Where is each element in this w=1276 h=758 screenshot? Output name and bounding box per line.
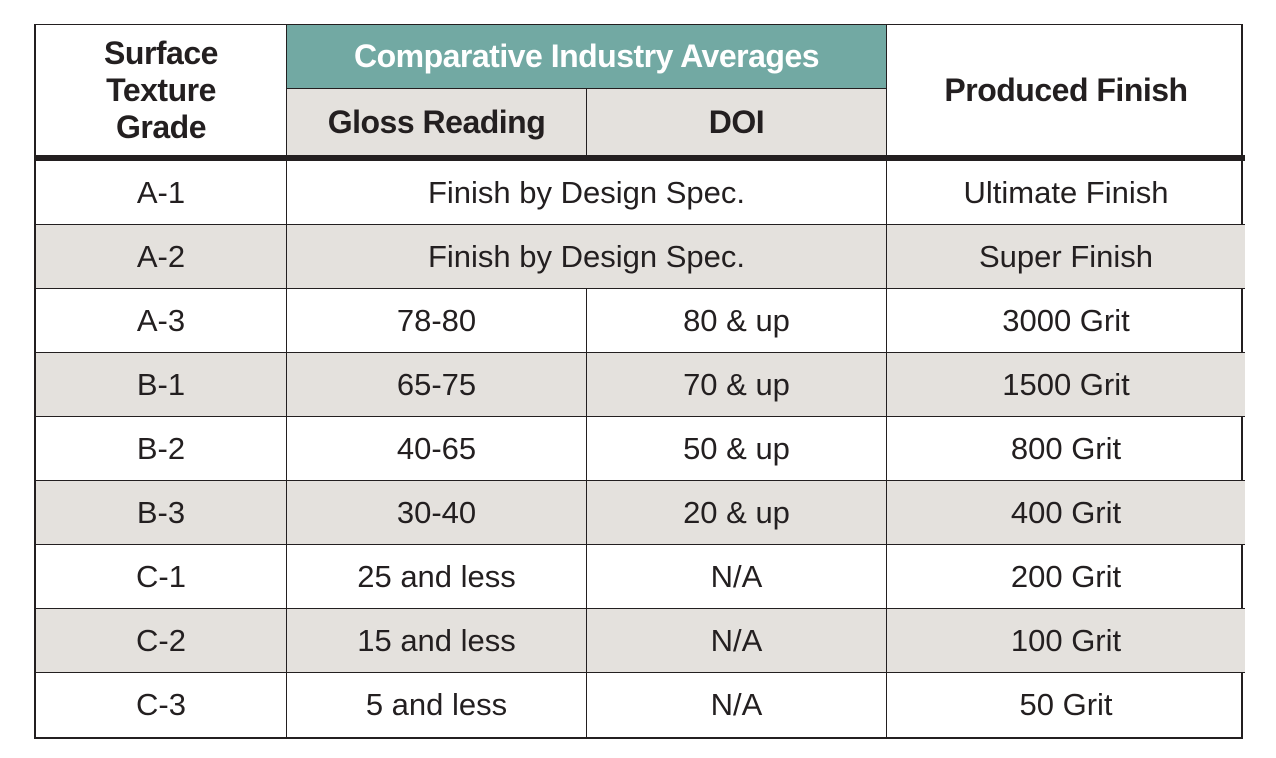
table-row-grade: B-2 xyxy=(36,417,287,481)
table-row-doi: 80 & up xyxy=(587,289,887,353)
table-row-finish: 50 Grit xyxy=(1019,687,1113,722)
table-row-grade: A-2 xyxy=(36,225,287,289)
table-row-grade: B-1 xyxy=(36,353,287,417)
table-row-spec: Finish by Design Spec. xyxy=(287,161,887,225)
header-doi: DOI xyxy=(587,89,887,161)
table-row-gloss: 15 and less xyxy=(287,609,587,673)
header-finish: Produced Finish xyxy=(887,25,1245,161)
surface-texture-table: Surface Texture Grade Comparative Indust… xyxy=(34,24,1245,739)
table-row-grade: C-3 xyxy=(36,673,287,737)
table-row-grade: A-1 xyxy=(36,161,287,225)
table-row-doi: N/A xyxy=(587,545,887,609)
table-row-grade: A-3 xyxy=(36,289,287,353)
table-row-gloss: 65-75 xyxy=(287,353,587,417)
table-row-finish: 1500 Grit xyxy=(887,353,1245,417)
header-gloss: Gloss Reading xyxy=(287,89,587,161)
table-row-spec: Finish by Design Spec. xyxy=(287,225,887,289)
table-row-finish: Ultimate Finish xyxy=(887,161,1245,225)
table-row-finish: 400 Grit xyxy=(887,481,1245,545)
table-row-gloss: 78-80 xyxy=(287,289,587,353)
header-grade: Surface Texture Grade xyxy=(36,25,287,161)
table-row-doi: 20 & up xyxy=(587,481,887,545)
table-row-gloss: 30-40 xyxy=(287,481,587,545)
header-group: Comparative Industry Averages xyxy=(287,25,887,89)
table-row-grade: C-2 xyxy=(36,609,287,673)
table-row-finish: 200 Grit xyxy=(887,545,1245,609)
table-row-gloss: 25 and less xyxy=(287,545,587,609)
table-row-doi: 50 & up xyxy=(587,417,887,481)
table-row-finish: 3000 Grit xyxy=(887,289,1245,353)
header-grade-label: Surface Texture Grade xyxy=(104,34,218,145)
table-row-finish: 100 Grit xyxy=(887,609,1245,673)
table-row-grade: C-1 xyxy=(36,545,287,609)
table-row-gloss: 40-65 xyxy=(287,417,587,481)
table-row-doi: N/A xyxy=(587,673,887,737)
table-row-finish: Super Finish xyxy=(887,225,1245,289)
table-row-grade: B-3 xyxy=(36,481,287,545)
table-row-finish: 800 Grit xyxy=(887,417,1245,481)
table-row-doi: 70 & up xyxy=(587,353,887,417)
table-row-doi: N/A xyxy=(587,609,887,673)
table-row-gloss: 5 and less xyxy=(287,673,587,737)
